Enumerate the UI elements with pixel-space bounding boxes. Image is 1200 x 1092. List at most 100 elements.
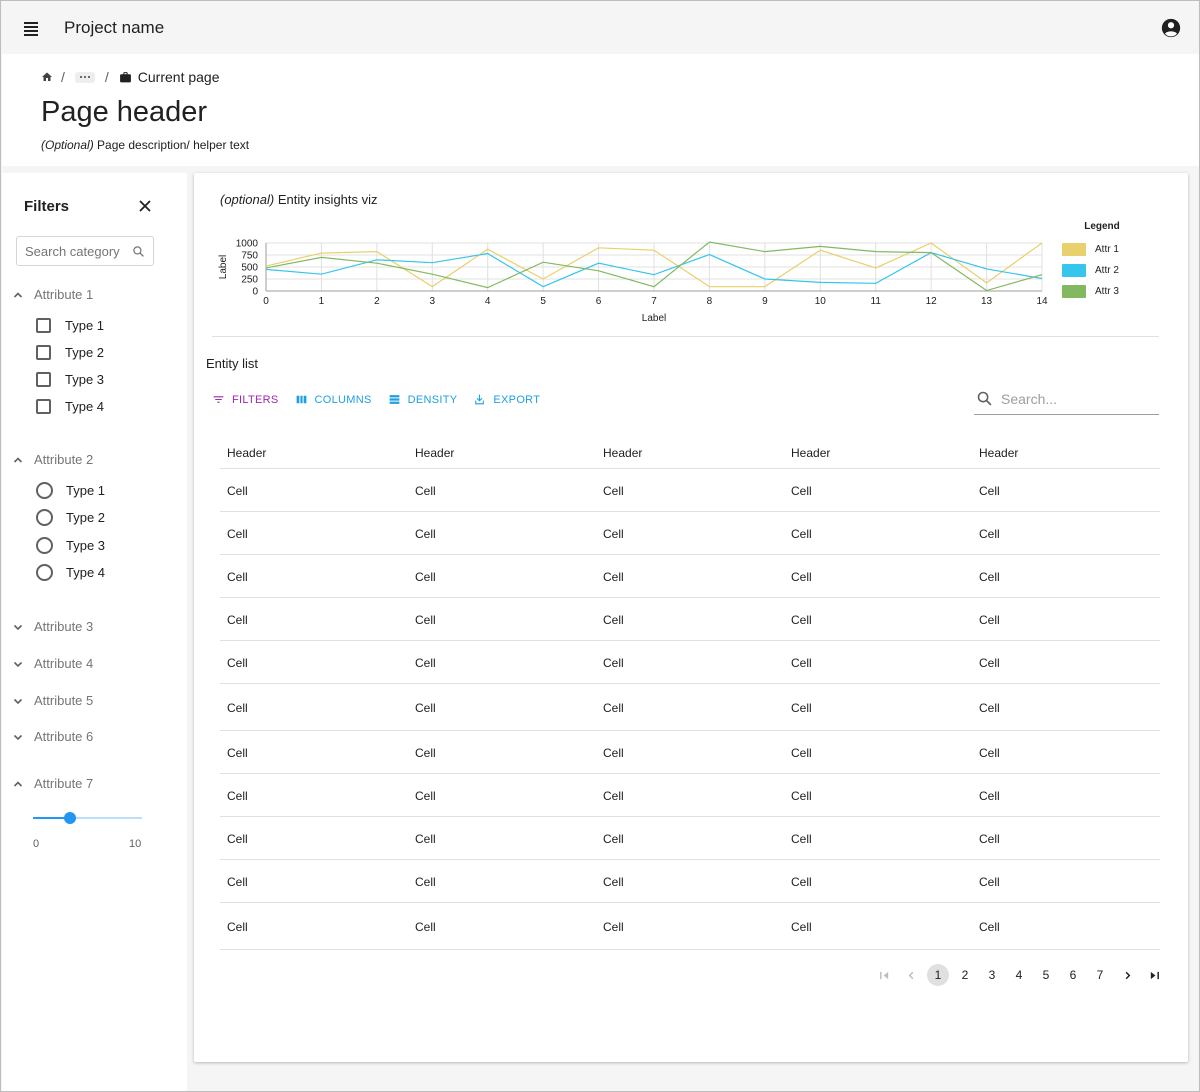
close-icon[interactable] <box>138 199 152 213</box>
entity-table: Header Header Header Header Header Cell Cell Ce… <box>220 433 1160 950</box>
series-line-attr-1 <box>265 242 1043 288</box>
list-toolbar: FILTERS COLUMNS DENSITY EXPORT <box>212 393 556 406</box>
checkbox[interactable] <box>36 372 51 387</box>
column-header[interactable]: Header <box>979 446 1019 460</box>
category-search-input[interactable] <box>25 243 133 259</box>
viz-title-optional: (optional) <box>220 192 275 207</box>
first-page-icon <box>879 971 888 979</box>
legend-item[interactable]: Attr 1 <box>1062 239 1142 260</box>
attribute-3-header[interactable]: Attribute 3 <box>12 619 93 634</box>
column-header[interactable]: Header <box>791 446 831 460</box>
columns-button[interactable]: COLUMNS <box>295 393 372 406</box>
attribute-1-option[interactable]: Type 1 <box>36 318 104 333</box>
density-button[interactable]: DENSITY <box>388 393 458 406</box>
table-cell: Cell <box>979 483 1000 498</box>
export-button[interactable]: EXPORT <box>473 393 540 406</box>
filters-button[interactable]: FILTERS <box>212 393 279 406</box>
table-row[interactable]: Cell Cell Cell Cell Cell <box>220 641 1160 684</box>
page-title: Page header <box>41 96 208 128</box>
attribute-6-header[interactable]: Attribute 6 <box>12 729 93 744</box>
home-icon[interactable] <box>41 71 53 83</box>
option-label: Type 1 <box>66 483 106 498</box>
checkbox[interactable] <box>36 345 51 360</box>
menu-icon[interactable] <box>22 18 42 38</box>
attribute-1-option[interactable]: Type 2 <box>36 345 104 360</box>
table-row[interactable]: Cell Cell Cell Cell Cell <box>220 774 1160 817</box>
table-cell: Cell <box>415 788 436 803</box>
attribute-2-option[interactable]: Type 1 <box>36 482 105 499</box>
checkbox[interactable] <box>36 399 51 414</box>
legend-item[interactable]: Attr 3 <box>1062 281 1142 302</box>
table-cell: Cell <box>791 483 812 498</box>
table-row[interactable]: Cell Cell Cell Cell Cell <box>220 555 1160 598</box>
attribute-5-header[interactable]: Attribute 5 <box>12 693 93 708</box>
breadcrumb-more-button[interactable] <box>74 71 95 83</box>
attribute-7-slider[interactable] <box>33 812 142 824</box>
option-label: Type 2 <box>66 510 106 525</box>
attribute-7-header[interactable]: Attribute 7 <box>12 776 93 791</box>
table-cell: Cell <box>791 569 812 584</box>
table-row[interactable]: Cell Cell Cell Cell Cell <box>220 860 1160 903</box>
table-row[interactable]: Cell Cell Cell Cell Cell <box>220 598 1160 641</box>
table-cell: Cell <box>979 569 1000 584</box>
attribute-2-option[interactable]: Type 3 <box>36 537 105 554</box>
table-cell: Cell <box>227 745 248 760</box>
column-header[interactable]: Header <box>603 446 643 460</box>
chevron-right-icon <box>1125 971 1130 979</box>
table-row[interactable]: Cell Cell Cell Cell Cell <box>220 731 1160 774</box>
table-cell: Cell <box>227 569 248 584</box>
page-3-button[interactable]: 3 <box>988 968 996 982</box>
table-cell: Cell <box>979 919 1000 934</box>
radio[interactable] <box>36 564 53 581</box>
table-row[interactable]: Cell Cell Cell Cell Cell <box>220 512 1160 555</box>
table-cell: Cell <box>603 831 624 846</box>
table-cell: Cell <box>791 612 812 627</box>
attribute-2-option[interactable]: Type 4 <box>36 564 105 581</box>
page-6-button[interactable]: 6 <box>1069 968 1077 982</box>
legend-item[interactable]: Attr 2 <box>1062 260 1142 281</box>
table-cell: Cell <box>415 526 436 541</box>
first-page-button[interactable] <box>873 964 895 986</box>
page-2-button[interactable]: 2 <box>961 968 969 982</box>
table-row[interactable]: Cell Cell Cell Cell Cell <box>220 684 1160 731</box>
table-cell: Cell <box>791 831 812 846</box>
table-cell: Cell <box>227 788 248 803</box>
table-cell: Cell <box>227 483 248 498</box>
attribute-1-option[interactable]: Type 4 <box>36 399 104 414</box>
table-row[interactable]: Cell Cell Cell Cell Cell <box>220 817 1160 860</box>
table-cell: Cell <box>603 745 624 760</box>
y-tick-label: 0 <box>252 287 258 298</box>
x-tick-label: 5 <box>540 296 546 307</box>
attribute-2-option[interactable]: Type 2 <box>36 509 105 526</box>
slider-thumb[interactable] <box>64 812 77 824</box>
page-4-button[interactable]: 4 <box>1015 968 1023 982</box>
table-row[interactable]: Cell Cell Cell Cell Cell <box>220 903 1160 950</box>
attribute-2-header[interactable]: Attribute 2 <box>12 452 93 467</box>
page-1-button[interactable]: 1 <box>927 964 949 986</box>
radio[interactable] <box>36 482 53 499</box>
page-5-button[interactable]: 5 <box>1042 968 1050 982</box>
table-cell: Cell <box>227 655 248 670</box>
column-header[interactable]: Header <box>415 446 455 460</box>
x-axis-label: Label <box>642 313 666 324</box>
slider-max-label: 10 <box>129 838 142 850</box>
list-search-input[interactable] <box>1001 390 1151 407</box>
radio[interactable] <box>36 509 53 526</box>
attribute-1-option[interactable]: Type 3 <box>36 372 104 387</box>
table-cell: Cell <box>603 526 624 541</box>
page-description-optional: (Optional) <box>41 138 94 152</box>
chevron-up-icon <box>13 456 23 463</box>
table-row[interactable]: Cell Cell Cell Cell Cell <box>220 469 1160 512</box>
checkbox[interactable] <box>36 318 51 333</box>
previous-page-button[interactable] <box>900 964 922 986</box>
last-page-button[interactable] <box>1143 964 1165 986</box>
table-cell: Cell <box>791 788 812 803</box>
page-7-button[interactable]: 7 <box>1096 968 1104 982</box>
account-circle-icon[interactable] <box>1160 17 1182 39</box>
column-header[interactable]: Header <box>227 446 267 460</box>
radio[interactable] <box>36 537 53 554</box>
attribute-4-header[interactable]: Attribute 4 <box>12 656 93 671</box>
attribute-1-header[interactable]: Attribute 1 <box>12 287 93 302</box>
next-page-button[interactable] <box>1116 964 1138 986</box>
y-tick-label: 250 <box>241 275 258 286</box>
